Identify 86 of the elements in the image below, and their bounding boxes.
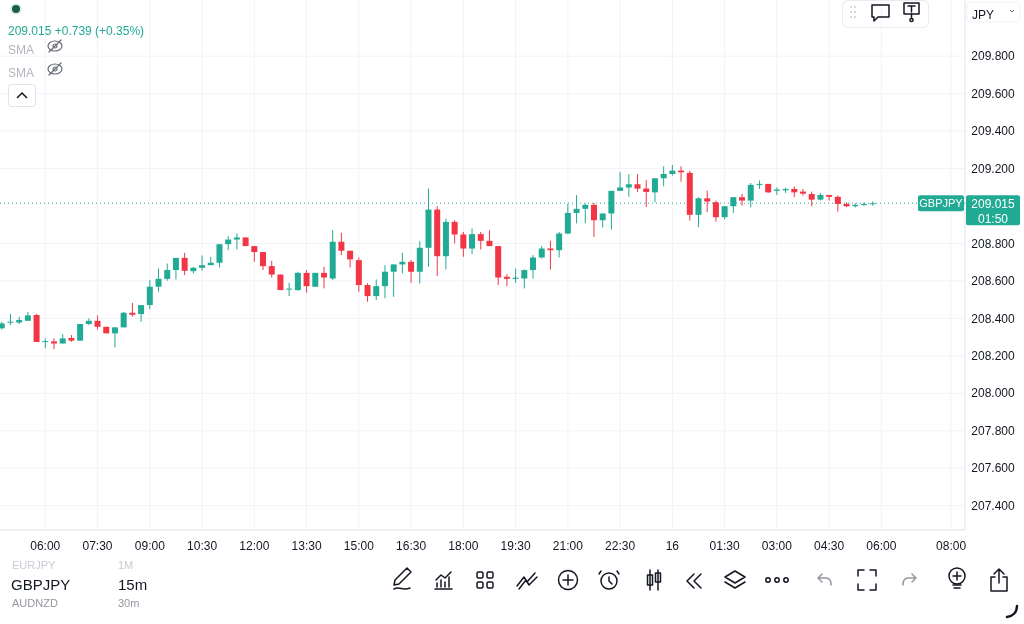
candlestick — [651, 177, 658, 203]
y-tick-label: 209.400 — [971, 124, 1016, 139]
candlestick — [826, 194, 833, 202]
x-tick-label: 13:30 — [291, 539, 322, 554]
ref-line-label: GBPJPY — [919, 197, 964, 210]
candlestick — [364, 282, 371, 303]
candlestick — [373, 278, 380, 301]
candlestick — [643, 179, 650, 208]
candlestick — [617, 171, 624, 192]
candlestick — [155, 268, 162, 293]
candlestick — [704, 190, 711, 213]
x-tick-label: 06:00 — [30, 539, 61, 554]
candlestick — [294, 271, 301, 292]
y-tick-label: 208.000 — [971, 386, 1016, 401]
x-tick-label: 12:00 — [239, 539, 270, 554]
candlestick — [460, 231, 467, 258]
candlestick — [303, 269, 310, 294]
candlestick — [739, 193, 746, 207]
candlestick — [451, 219, 458, 244]
text: GBPJPY — [11, 576, 71, 594]
x-tick-label: 08:00 — [936, 539, 967, 554]
candlestick — [800, 188, 807, 197]
candlestick — [381, 264, 388, 299]
candlestick — [573, 194, 580, 224]
annotation: SMA — [8, 43, 35, 58]
candlestick — [860, 201, 867, 207]
x-tick-label: 18:00 — [448, 539, 479, 554]
candlestick — [146, 279, 153, 310]
candlestick — [608, 190, 615, 231]
x-tick-label: 22:30 — [605, 539, 636, 554]
candlestick — [7, 313, 14, 326]
candlestick — [51, 337, 57, 350]
candlestick — [521, 268, 528, 289]
candlestick — [712, 200, 719, 223]
y-tick-label: 209.200 — [971, 161, 1016, 176]
candlestick — [338, 232, 345, 256]
candlestick — [286, 282, 293, 297]
candlestick — [347, 250, 354, 268]
x-tick-label: 19:30 — [500, 539, 531, 554]
y-tick-label: 207.600 — [971, 461, 1016, 476]
y-tick-label: 208.400 — [971, 311, 1016, 326]
x-tick-label: 15:00 — [343, 539, 375, 554]
candlestick — [138, 304, 145, 323]
x-tick-label: 03:00 — [761, 539, 793, 554]
x-tick-label: 16:30 — [396, 539, 427, 554]
candlestick — [199, 254, 206, 272]
y-tick-label: 207.400 — [971, 498, 1016, 513]
candlestick — [503, 273, 510, 287]
y-tick-label: 208.600 — [971, 274, 1016, 289]
x-tick-label: 01:30 — [709, 539, 740, 554]
candlestick — [530, 254, 537, 279]
text: AUDNZD — [12, 596, 58, 609]
candlestick — [42, 337, 49, 349]
text: JPY — [972, 8, 995, 23]
x-tick-label: 07:30 — [82, 539, 113, 554]
candlestick — [625, 173, 632, 198]
x-tick-label: 21:00 — [552, 539, 584, 554]
text: 209.015 — [971, 197, 1016, 212]
y-tick-label: 208.800 — [971, 236, 1016, 251]
x-tick-label: 06:00 — [866, 539, 897, 554]
y-tick-label: 209.600 — [971, 86, 1016, 101]
text: 01:50 — [977, 212, 1009, 227]
x-tick-label: 09:00 — [134, 539, 166, 554]
text: 30m — [118, 596, 140, 609]
candlestick — [216, 243, 223, 268]
candlestick — [416, 240, 423, 284]
candlestick — [556, 231, 563, 259]
x-tick-label: 16 — [665, 539, 680, 554]
x-tick-label: 10:30 — [187, 539, 218, 554]
candlestick — [408, 259, 415, 284]
candlestick — [660, 165, 667, 187]
text: 15m — [118, 576, 148, 594]
y-tick-label: 209.800 — [971, 49, 1016, 64]
candlestick — [320, 266, 327, 289]
candlestick — [233, 233, 240, 250]
candlestick — [590, 202, 597, 238]
candlestick — [181, 252, 188, 276]
candlestick — [390, 263, 397, 298]
candlestick — [111, 326, 118, 348]
candlestick — [695, 196, 702, 228]
annotation: 209.015 +0.739 (+0.35%) — [8, 24, 145, 39]
x-tick-label: 04:30 — [814, 539, 845, 554]
y-tick-label: 207.800 — [971, 423, 1016, 438]
y-tick-label: 208.200 — [971, 349, 1016, 364]
annotation: SMA — [8, 66, 35, 81]
candlestick — [469, 227, 476, 255]
